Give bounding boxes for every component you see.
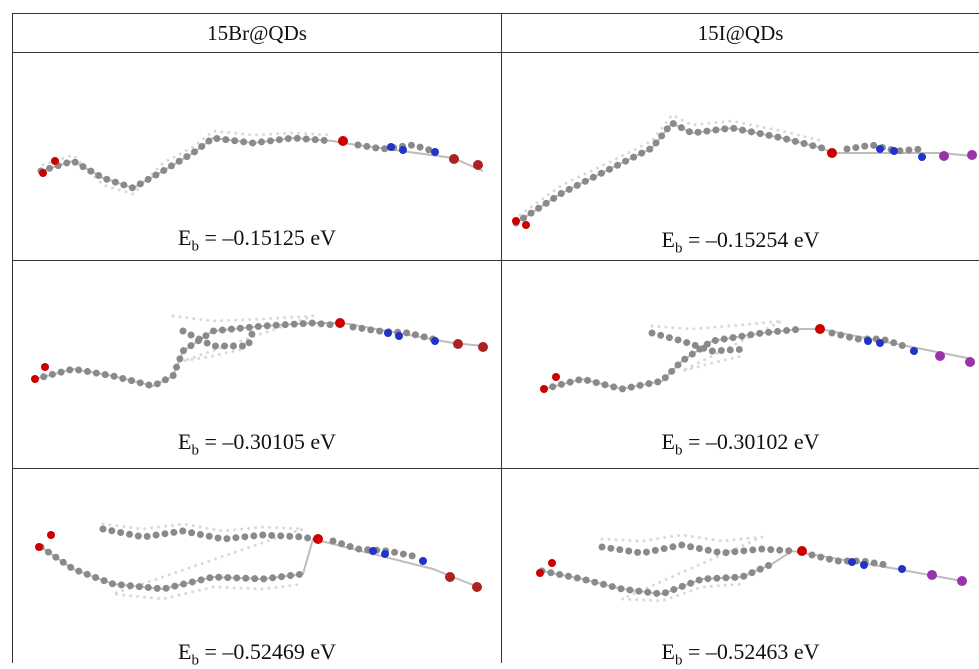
molecule [35, 522, 482, 601]
table: 15Br@QDs 15I@QDs Eb = –0.15125 eV Eb = –… [12, 13, 979, 668]
table-cell: Eb = –0.15125 eV [12, 52, 501, 260]
molecule [31, 314, 488, 390]
symbol: E [177, 225, 192, 250]
subscript: b [191, 652, 199, 669]
molecule [536, 533, 967, 603]
energy-label: Eb = –0.30102 eV [502, 429, 979, 459]
energy-label: Eb = –0.52469 eV [13, 639, 501, 669]
subscript: b [191, 238, 199, 255]
table-cell: Eb = –0.30105 eV [12, 260, 501, 468]
value: = –0.52463 eV [682, 639, 820, 664]
value: = –0.30102 eV [682, 429, 820, 454]
symbol: E [177, 639, 192, 664]
subscript: b [191, 442, 199, 459]
molecule [37, 129, 484, 196]
subscript: b [674, 652, 683, 669]
energy-label: Eb = –0.15125 eV [13, 225, 501, 255]
symbol: E [661, 429, 675, 454]
subscript: b [674, 240, 683, 257]
header-cell: 15Br@QDs [12, 13, 501, 52]
energy-label: Eb = –0.15254 eV [502, 227, 979, 257]
header-text: 15I@QDs [697, 21, 784, 45]
subscript: b [674, 442, 683, 459]
molecule [540, 319, 975, 393]
symbol: E [661, 227, 675, 252]
value: = –0.15125 eV [198, 225, 336, 250]
table-cell: Eb = –0.52463 eV [501, 468, 979, 668]
molecule [512, 113, 977, 229]
energy-label: Eb = –0.52463 eV [502, 639, 979, 669]
symbol: E [661, 639, 675, 664]
table-cell: Eb = –0.15254 eV [501, 52, 979, 260]
header-text: 15Br@QDs [207, 21, 307, 45]
value: = –0.52469 eV [198, 639, 336, 664]
table-cell: Eb = –0.52469 eV [12, 468, 501, 668]
value: = –0.15254 eV [682, 227, 820, 252]
table-cell: Eb = –0.30102 eV [501, 260, 979, 468]
symbol: E [177, 429, 192, 454]
header-cell: 15I@QDs [501, 13, 979, 52]
energy-label: Eb = –0.30105 eV [13, 429, 501, 459]
value: = –0.30105 eV [198, 429, 336, 454]
